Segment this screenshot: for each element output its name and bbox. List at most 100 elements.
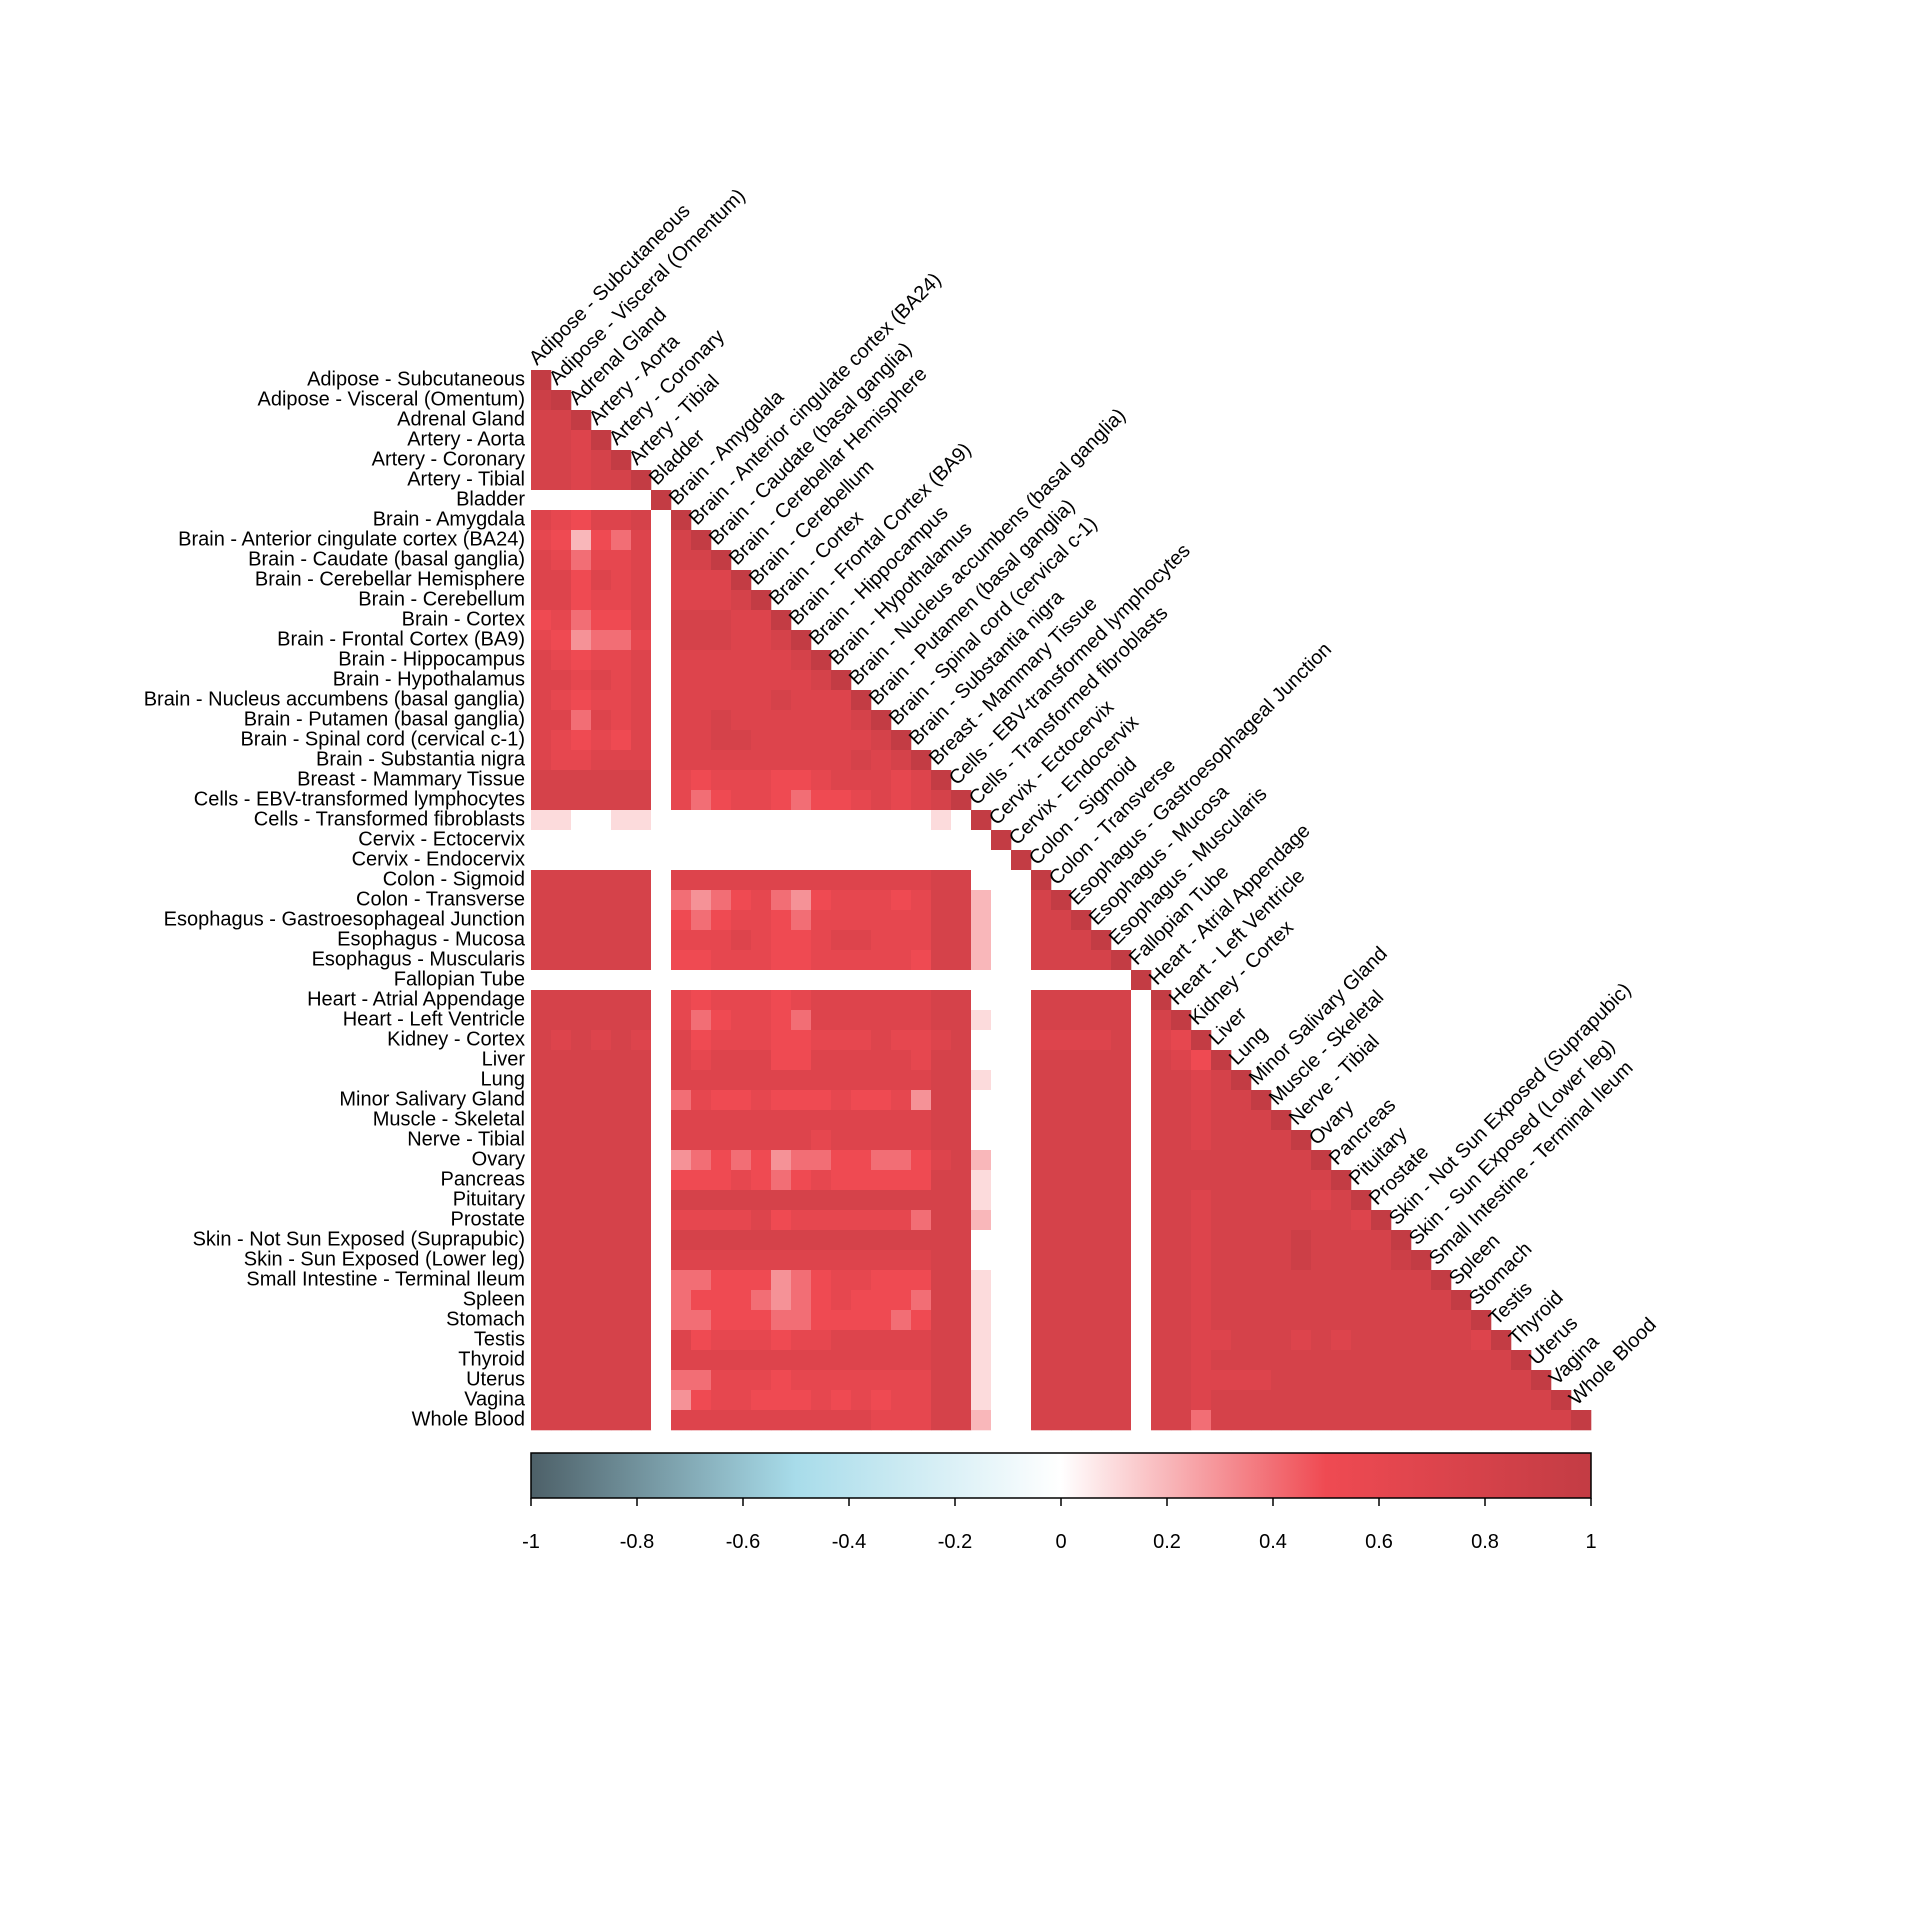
cell	[551, 1050, 572, 1071]
cell	[951, 910, 972, 931]
cell	[811, 1270, 832, 1291]
cell	[711, 1110, 732, 1131]
cell	[971, 870, 992, 891]
cell	[1351, 1230, 1372, 1251]
cell	[831, 1410, 852, 1431]
cell	[1231, 1070, 1252, 1091]
cell	[891, 1050, 912, 1071]
cell	[1151, 1070, 1172, 1091]
cell	[631, 710, 652, 731]
cell	[531, 730, 552, 751]
cell	[611, 970, 632, 991]
cell	[1131, 990, 1152, 1011]
cell	[531, 1410, 552, 1431]
cell	[831, 1170, 852, 1191]
cell	[811, 810, 832, 831]
cell	[1011, 850, 1032, 871]
cell	[711, 690, 732, 711]
cell	[611, 1210, 632, 1231]
cell	[971, 1030, 992, 1051]
cell	[931, 1010, 952, 1031]
cell	[891, 830, 912, 851]
cell	[771, 770, 792, 791]
cell	[1171, 1150, 1192, 1171]
cell	[611, 590, 632, 611]
cell	[991, 1130, 1012, 1151]
cell	[631, 1410, 652, 1431]
cell	[711, 670, 732, 691]
cell	[891, 1210, 912, 1231]
row-label: Whole Blood	[412, 1408, 525, 1430]
cell	[871, 970, 892, 991]
cell	[891, 1270, 912, 1291]
cell	[791, 870, 812, 891]
cell	[771, 790, 792, 811]
cell	[1011, 950, 1032, 971]
cell	[991, 1110, 1012, 1131]
cell	[1351, 1410, 1372, 1431]
cell	[711, 910, 732, 931]
cell	[1131, 1050, 1152, 1071]
cell	[911, 1410, 932, 1431]
cell	[791, 1370, 812, 1391]
cell	[1051, 1010, 1072, 1031]
cell	[751, 1110, 772, 1131]
cell	[951, 790, 972, 811]
cell	[1011, 1330, 1032, 1351]
cell	[631, 1030, 652, 1051]
cell	[711, 870, 732, 891]
cell	[731, 1050, 752, 1071]
cell	[711, 850, 732, 871]
cell	[991, 1350, 1012, 1371]
cell	[591, 430, 612, 451]
cell	[531, 410, 552, 431]
cell	[531, 390, 552, 411]
cell	[1011, 1230, 1032, 1251]
cell	[931, 950, 952, 971]
cell	[951, 1370, 972, 1391]
cell	[1151, 1030, 1172, 1051]
cell	[911, 1310, 932, 1331]
cell	[531, 570, 552, 591]
row-label: Brain - Frontal Cortex (BA9)	[277, 628, 525, 650]
cell	[1131, 1070, 1152, 1091]
cell	[691, 1210, 712, 1231]
cell	[951, 810, 972, 831]
cell	[1291, 1350, 1312, 1371]
cell	[1331, 1310, 1352, 1331]
cell	[711, 1370, 732, 1391]
cell	[831, 810, 852, 831]
cell	[631, 1050, 652, 1071]
cell	[651, 710, 672, 731]
cell	[751, 950, 772, 971]
cell	[591, 650, 612, 671]
cell	[731, 770, 752, 791]
cell	[551, 610, 572, 631]
cell	[691, 950, 712, 971]
cell	[851, 1070, 872, 1091]
cell	[571, 930, 592, 951]
cell	[731, 950, 752, 971]
cell	[1171, 1330, 1192, 1351]
cell	[691, 630, 712, 651]
cell	[851, 690, 872, 711]
cell	[571, 1350, 592, 1371]
cell	[691, 770, 712, 791]
cell	[591, 870, 612, 891]
cell	[991, 1150, 1012, 1171]
cell	[831, 1290, 852, 1311]
cell	[1011, 910, 1032, 931]
colorbar-tick-label: 0.4	[1259, 1531, 1287, 1553]
cell	[651, 530, 672, 551]
cell	[751, 1390, 772, 1411]
cell	[1311, 1270, 1332, 1291]
cell	[1091, 1370, 1112, 1391]
row-label: Pituitary	[453, 1188, 525, 1210]
cell	[951, 1410, 972, 1431]
cell	[1131, 1230, 1152, 1251]
cell	[1531, 1390, 1552, 1411]
cell	[1171, 1170, 1192, 1191]
cell	[611, 1390, 632, 1411]
cell	[751, 1310, 772, 1331]
cell	[1051, 1330, 1072, 1351]
